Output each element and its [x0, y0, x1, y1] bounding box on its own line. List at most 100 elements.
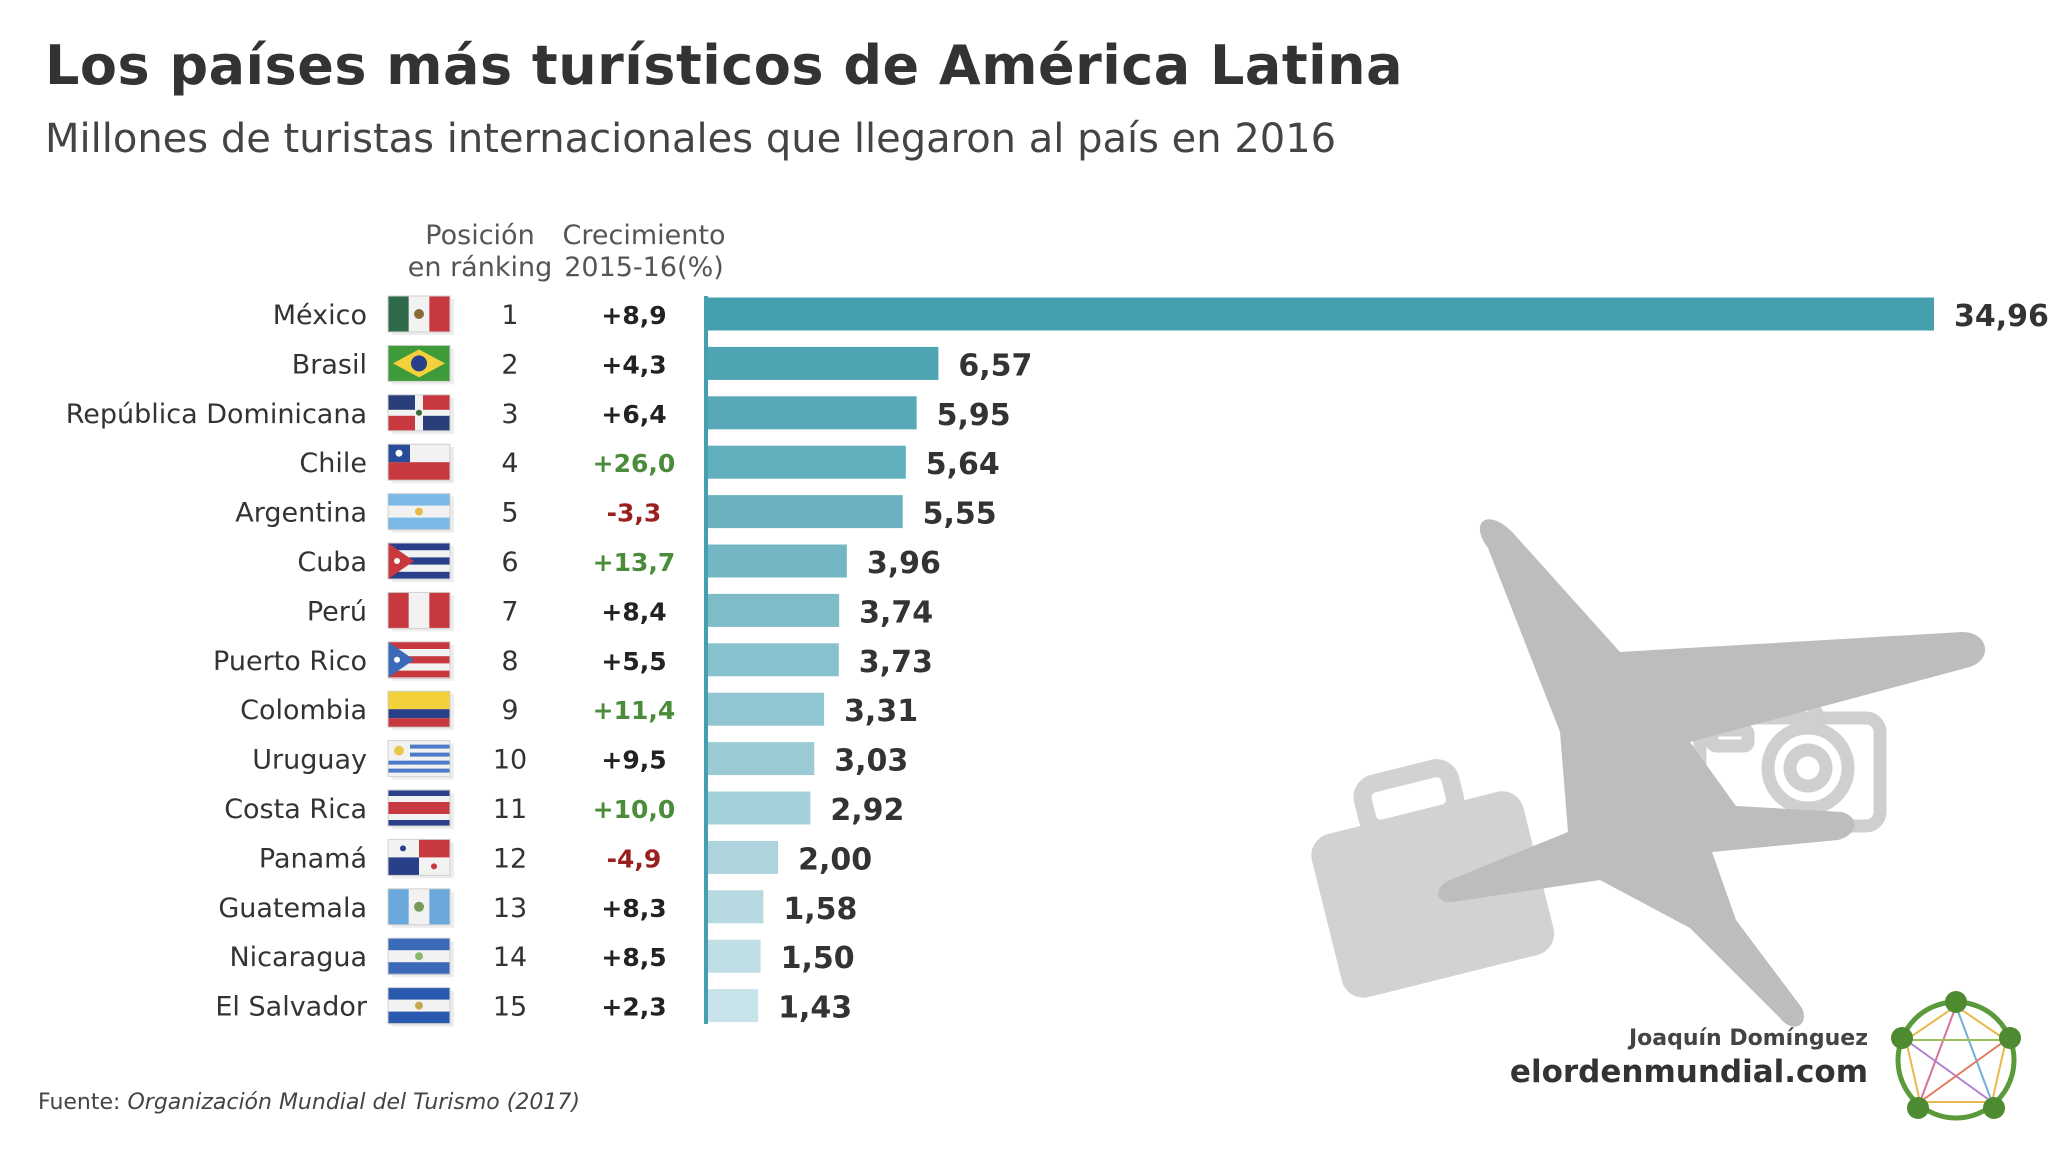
value-label: 1,50 [781, 941, 855, 976]
country-label: Nicaragua [229, 942, 367, 973]
country-label: Cuba [297, 547, 367, 578]
flag-puerto-rico-icon [387, 641, 451, 679]
growth-label: +13,7 [593, 548, 676, 577]
source-note: Fuente: Organización Mundial del Turismo… [38, 1090, 580, 1115]
flag-part [388, 641, 450, 650]
flag-part [388, 709, 450, 719]
country-label: Puerto Rico [213, 646, 367, 677]
flag-guatemala-icon [387, 888, 451, 926]
growth-label: +6,4 [601, 400, 666, 429]
chart-row-puerto-rico: Puerto Rico 8 +5,5 3,73 [213, 641, 933, 681]
flag-mexico-icon [387, 295, 451, 333]
flag-border [387, 690, 451, 728]
chart-row-brazil: Brasil 2 +4,3 6,57 [292, 344, 1032, 385]
flag-border [387, 987, 451, 1025]
rank-label: 8 [501, 646, 518, 677]
chart-row-chile: Chile 4 +26,0 5,64 [299, 443, 1000, 484]
flag-part [388, 571, 450, 580]
value-label: 2,00 [798, 842, 872, 877]
country-label: El Salvador [215, 992, 368, 1023]
chart-rows: México 1 +8,9 34,96 Brasil 2 +4,3 6,57 República… [66, 295, 2048, 1027]
bar [708, 742, 815, 776]
flag-border [387, 591, 451, 629]
value-label: 2,92 [830, 793, 904, 828]
growth-header-line2: 2015-16(%) [564, 252, 724, 283]
flag-part [388, 752, 450, 758]
growth-label: +8,4 [601, 597, 666, 626]
rank-label: 6 [501, 547, 518, 578]
country-label: República Dominicana [66, 399, 367, 430]
flag-part [388, 564, 450, 573]
country-label: Perú [307, 596, 367, 627]
country-label: Colombia [240, 695, 367, 726]
country-label: México [273, 300, 367, 331]
flag-part [388, 543, 450, 551]
flag-part [416, 409, 422, 416]
bar [708, 445, 906, 479]
country-label: Panamá [259, 843, 367, 874]
country-label: Uruguay [252, 745, 367, 776]
rank-label: 11 [493, 794, 527, 825]
growth-label: -3,3 [607, 499, 662, 528]
chart-row-nicaragua: Nicaragua 14 +8,5 1,50 [229, 937, 855, 978]
rank-label: 1 [501, 300, 518, 331]
flag-part [388, 768, 450, 774]
flag-part [388, 649, 450, 657]
source-text: Organización Mundial del Turismo (2017) [127, 1090, 580, 1115]
value-label: 3,03 [834, 744, 908, 779]
growth-label: +9,5 [601, 746, 666, 775]
flag-part [429, 296, 451, 332]
flag-costa-rica-icon [387, 789, 451, 827]
growth-label: +11,4 [593, 696, 676, 725]
flag-part [388, 394, 415, 410]
rank-label: 12 [493, 843, 527, 874]
flag-part [395, 449, 403, 457]
bar [708, 495, 903, 529]
growth-label: +2,3 [601, 993, 666, 1022]
flag-border [387, 641, 451, 679]
growth-label: +26,0 [593, 449, 676, 478]
flag-part [388, 543, 414, 579]
flag-part [388, 857, 419, 876]
value-label: 34,96 [1954, 299, 2048, 334]
bar [708, 346, 939, 380]
flag-argentina-icon [387, 493, 451, 531]
site-link[interactable]: elordenmundial.com [1509, 1054, 1868, 1090]
rank-label: 7 [501, 596, 518, 627]
flag-part [388, 744, 450, 750]
rank-label: 5 [501, 498, 518, 529]
flag-brazil-icon [387, 344, 451, 382]
flag-part [388, 592, 410, 629]
rank-label: 3 [501, 399, 518, 430]
flag-part [429, 592, 451, 629]
flag-part [415, 1001, 423, 1010]
chart-row-argentina: Argentina 5 -3,3 5,55 [235, 493, 997, 533]
flag-part [429, 888, 451, 925]
flag-part [415, 507, 423, 516]
bar [708, 643, 839, 677]
value-label: 3,74 [859, 595, 933, 630]
chart-row-cuba: Cuba 6 +13,7 3,96 [297, 542, 941, 582]
flag-part [414, 901, 424, 912]
flag-cuba-icon [387, 542, 451, 580]
bar [708, 791, 811, 825]
flag-part [388, 296, 410, 332]
bar [708, 890, 764, 924]
flag-part [423, 415, 450, 431]
flag-panama-icon [387, 838, 451, 876]
chart-row-guatemala: Guatemala 13 +8,3 1,58 [218, 888, 857, 928]
growth-header-line1: Crecimiento [563, 220, 726, 251]
flag-border [387, 394, 451, 432]
chart-row-panama: Panamá 12 -4,9 2,00 [259, 838, 872, 879]
flag-border [387, 888, 451, 926]
growth-label: +5,5 [601, 647, 666, 676]
flag-part [400, 845, 406, 852]
flag-part [388, 462, 450, 481]
flag-part [388, 748, 450, 754]
bar [708, 692, 825, 726]
chart-row-uruguay: Uruguay 10 +9,5 3,03 [252, 740, 908, 780]
flag-part [431, 863, 437, 870]
value-label: 1,43 [778, 991, 852, 1026]
bar [708, 297, 1934, 331]
